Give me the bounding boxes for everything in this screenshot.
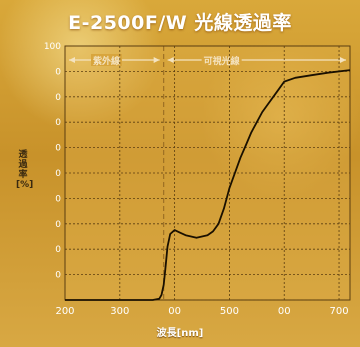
x-tick-label: 500 bbox=[220, 306, 239, 317]
x-tick-label: 00 bbox=[278, 306, 291, 317]
y-tick-label: 0 bbox=[55, 245, 61, 255]
band-label: 紫外線 bbox=[93, 55, 120, 67]
y-tick-label: 0 bbox=[55, 118, 61, 128]
band-label-bg bbox=[91, 54, 122, 66]
band-arrowhead-right bbox=[153, 57, 160, 63]
band-arrowhead-right bbox=[340, 57, 346, 63]
curve-layer bbox=[65, 69, 351, 301]
x-tick-label: 700 bbox=[329, 306, 348, 317]
x-tick-label: 300 bbox=[110, 306, 129, 317]
y-tick-label: 0 bbox=[55, 93, 61, 103]
chart-title: E-2500F/W 光線透過率 bbox=[68, 12, 292, 34]
y-tick-label: 0 bbox=[55, 271, 61, 281]
band-label: 可視光線 bbox=[204, 55, 240, 67]
band-arrowhead-left bbox=[69, 57, 75, 63]
x-tick-label: 200 bbox=[55, 306, 74, 317]
y-axis-title: 透過率[%] bbox=[16, 150, 34, 190]
x-tick-label: 00 bbox=[168, 306, 181, 317]
plot-area bbox=[64, 45, 351, 301]
y-tick-label: 0 bbox=[55, 220, 61, 230]
band-arrowhead-left bbox=[167, 57, 174, 63]
y-tick-label: 0 bbox=[55, 194, 61, 204]
grid-layer bbox=[64, 45, 351, 301]
y-tick-label: 0 bbox=[55, 144, 61, 154]
y-tick-label: 0 bbox=[55, 67, 61, 77]
y-tick-label: 100 bbox=[44, 42, 61, 52]
transmittance-curve bbox=[65, 69, 351, 301]
x-axis-title: 波長[nm] bbox=[156, 328, 204, 339]
band-label-bg bbox=[201, 54, 242, 66]
bands-layer: 紫外線 可視光線 bbox=[69, 46, 346, 300]
y-tick-label: 0 bbox=[55, 169, 61, 179]
